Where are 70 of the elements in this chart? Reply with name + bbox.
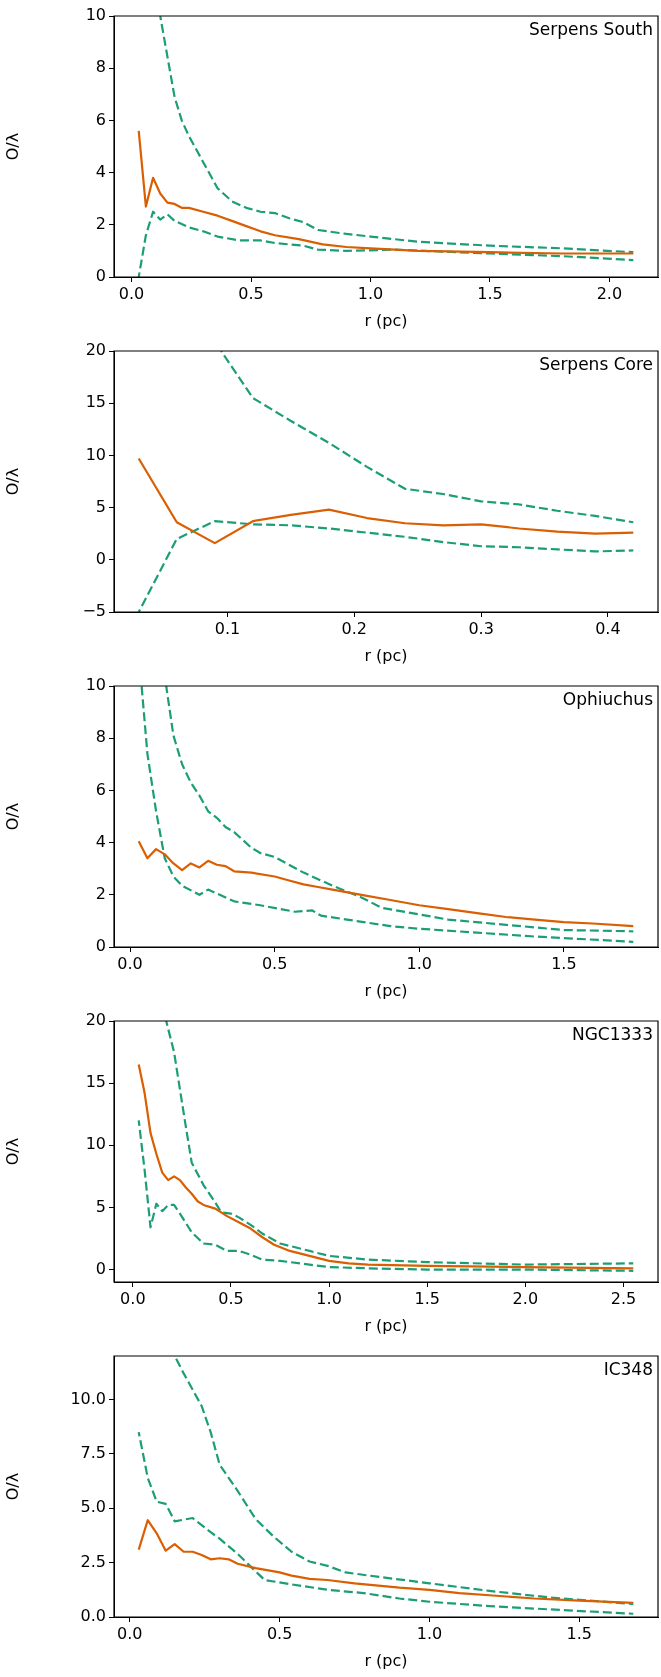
y-tick-label: 2.5 [80,1551,106,1571]
chart-title: IC348 [603,1358,653,1379]
y-axis-title: O/λ [2,1137,22,1166]
x-axis-title: r (pc) [364,1315,408,1335]
y-tick-label: 0 [95,266,106,286]
x-tick-label: 1.5 [551,953,577,973]
y-tick-label: 0 [95,548,106,568]
x-tick-label: 0.3 [468,618,494,638]
x-axis-title: r (pc) [364,310,408,330]
x-axis-title: r (pc) [364,1650,408,1670]
y-tick-label: 5 [95,496,106,516]
y-tick-label: 15 [85,392,106,412]
line-series [137,1431,635,1615]
x-tick-label: 1.0 [406,953,432,973]
y-tick-label: 8 [95,57,106,77]
chart-title: Serpens Core [539,353,653,374]
y-tick-label: 0 [95,936,106,956]
line-series [137,1119,635,1272]
y-tick-label: 2 [95,883,106,903]
y-tick-label: 2 [95,213,106,233]
y-tick-label: 0 [95,1258,106,1278]
y-tick-label: 20 [85,1010,106,1030]
line-series [137,210,635,277]
y-tick-label: 10 [85,444,106,464]
chart-title: NGC1333 [571,1023,653,1044]
x-tick-label: 2.0 [596,283,623,303]
y-tick-label: 10.0 [70,1388,106,1408]
y-tick-label: 5 [95,1196,106,1216]
y-tick-label: 20 [85,340,106,360]
y-tick-label: 8 [95,727,106,747]
y-tick-label: 10 [85,1134,106,1154]
x-tick-label: 0.5 [218,1288,244,1308]
x-tick-label: 0.4 [595,618,621,638]
y-axis-title: O/λ [2,802,22,831]
y-tick-label: 0.0 [80,1606,106,1626]
y-tick-label: 6 [95,779,106,799]
y-axis-title: O/λ [2,467,22,496]
x-tick-label: 2.0 [512,1288,539,1308]
chart-title: Ophiuchus [562,688,654,709]
y-tick-label: 10 [85,5,106,25]
x-tick-label: 0.5 [261,953,288,973]
x-tick-label: 0.5 [266,1623,293,1643]
x-tick-label: 0.2 [341,618,368,638]
y-tick-label: 6 [95,109,106,129]
x-axis-title: r (pc) [364,645,408,665]
x-tick-label: 0.0 [117,953,143,973]
x-tick-label: 0.0 [117,1623,143,1643]
y-axis-title: O/λ [2,132,22,161]
y-tick-label: 10 [85,675,106,695]
x-tick-label: 0.5 [238,283,264,303]
x-tick-label: 1.5 [566,1623,593,1643]
x-tick-label: 1.5 [414,1288,440,1308]
y-tick-label: −5 [82,601,106,621]
x-tick-label: 2.5 [610,1288,637,1308]
chart-title: Serpens South [529,18,653,39]
x-tick-label: 1.0 [416,1623,443,1643]
y-tick-label: 7.5 [80,1443,106,1463]
x-axis-title: r (pc) [364,980,408,1000]
y-axis-title: O/λ [2,1472,22,1501]
y-tick-label: 5.0 [80,1497,106,1517]
line-series [137,520,635,612]
x-tick-label: 1.0 [357,283,384,303]
y-tick-label: 15 [85,1072,106,1092]
y-tick-label: 4 [95,161,106,181]
x-tick-label: 0.0 [120,1288,146,1308]
x-tick-label: 1.0 [316,1288,342,1308]
x-tick-label: 0.0 [118,283,145,303]
y-tick-label: 4 [95,831,106,851]
x-tick-label: 1.5 [477,283,503,303]
x-tick-label: 0.1 [214,618,241,638]
